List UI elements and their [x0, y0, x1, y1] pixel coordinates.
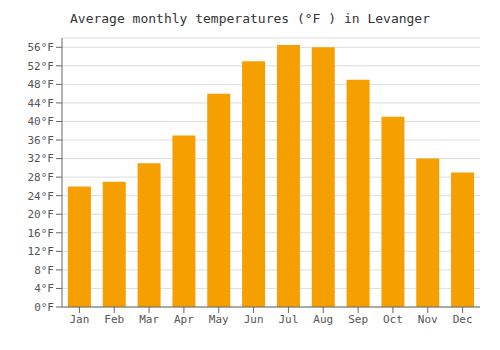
- svg-text:Jan: Jan: [69, 313, 89, 326]
- svg-text:12°F: 12°F: [28, 245, 55, 258]
- svg-text:0°F: 0°F: [34, 301, 54, 314]
- svg-text:20°F: 20°F: [28, 208, 55, 221]
- svg-text:Aug: Aug: [313, 313, 333, 326]
- svg-text:May: May: [209, 313, 229, 326]
- svg-text:Feb: Feb: [104, 313, 124, 326]
- svg-text:16°F: 16°F: [28, 227, 55, 240]
- svg-text:Dec: Dec: [453, 313, 473, 326]
- svg-text:Mar: Mar: [139, 313, 159, 326]
- svg-text:Sep: Sep: [348, 313, 368, 326]
- html-text:Average monthly temperatures (: Average monthly temperatures (°F ) in Le…: [70, 11, 430, 26]
- svg-text:48°F: 48°F: [28, 78, 55, 91]
- svg-text:44°F: 44°F: [28, 97, 55, 110]
- svg-text:Nov: Nov: [418, 313, 438, 326]
- svg-text:36°F: 36°F: [28, 134, 55, 147]
- svg-text:Oct: Oct: [383, 313, 403, 326]
- svg-text:8°F: 8°F: [34, 264, 54, 277]
- svg-text:52°F: 52°F: [28, 60, 55, 73]
- svg-text:24°F: 24°F: [28, 190, 55, 203]
- svg-text:32°F: 32°F: [28, 152, 55, 165]
- svg-text:4°F: 4°F: [34, 282, 54, 295]
- svg-text:Jul: Jul: [278, 313, 298, 326]
- svg-text:Jun: Jun: [244, 313, 264, 326]
- svg-text:Apr: Apr: [174, 313, 194, 326]
- svg-text:28°F: 28°F: [28, 171, 55, 184]
- svg-text:56°F: 56°F: [28, 41, 55, 54]
- svg-text:40°F: 40°F: [28, 115, 55, 128]
